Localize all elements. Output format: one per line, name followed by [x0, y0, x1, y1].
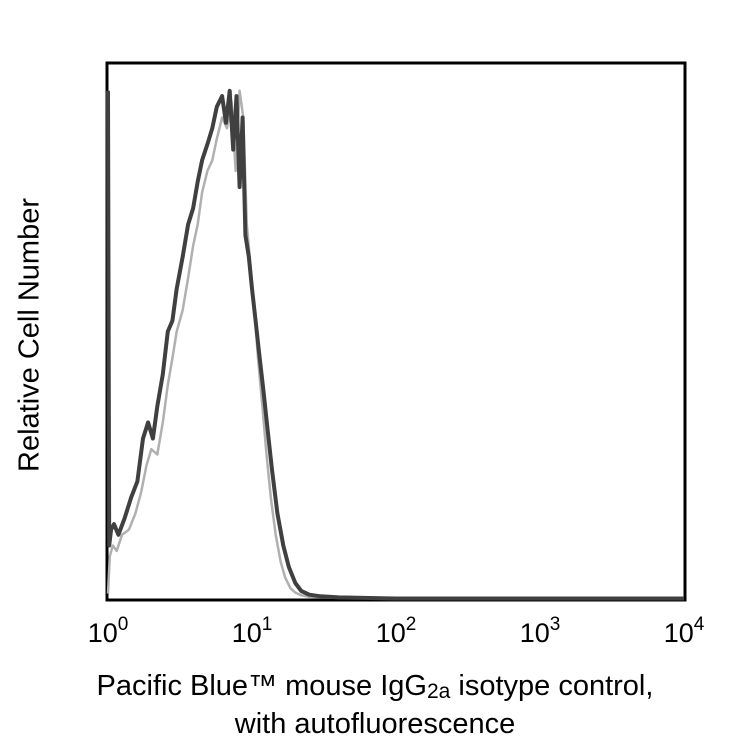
- x-tick-label: 104: [664, 614, 705, 648]
- x-axis-label-line2: with autofluorescence: [234, 708, 516, 740]
- x-axis-label-line1: Pacific Blue™ mouse IgG2a isotype contro…: [96, 670, 654, 703]
- x-tick-labels: 100 101 102 103 104: [88, 614, 705, 648]
- x-tick-label: 101: [232, 614, 273, 648]
- x-tick-label: 102: [376, 614, 417, 648]
- series-layer: [106, 88, 684, 601]
- x-tick-label: 103: [520, 614, 561, 648]
- plot-frame: [105, 61, 687, 602]
- x-tick-label: 100: [88, 614, 129, 648]
- histogram-series-2: [106, 88, 684, 601]
